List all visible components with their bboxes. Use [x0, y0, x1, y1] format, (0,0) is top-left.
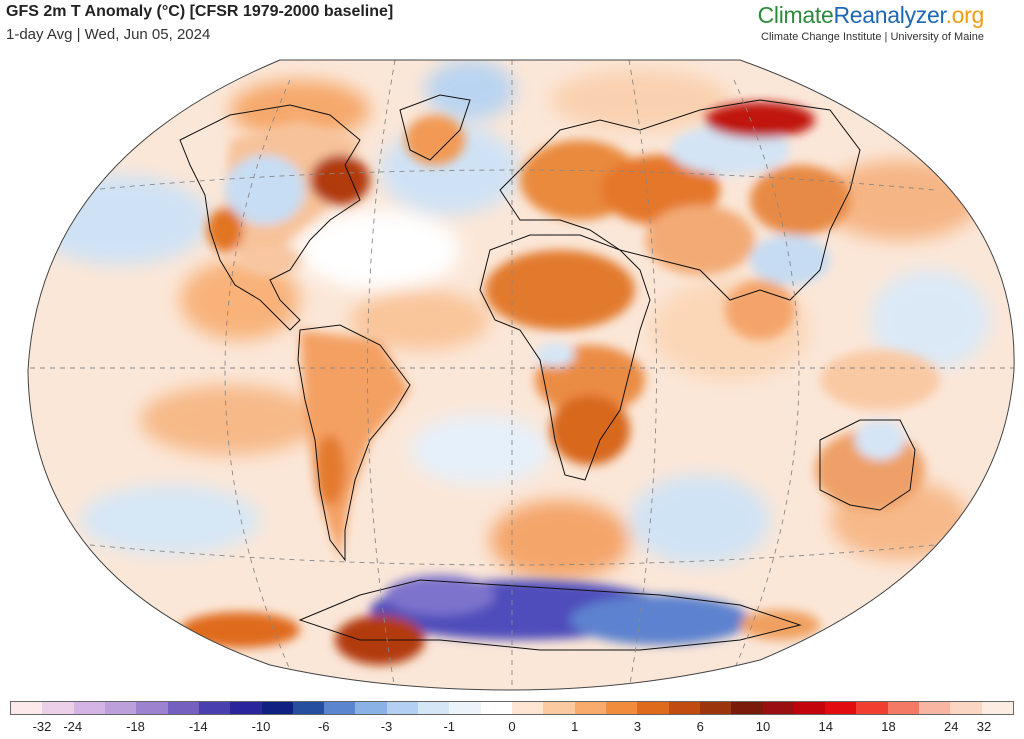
- colorbar-swatch: [480, 702, 512, 714]
- colorbar-swatch: [449, 702, 481, 714]
- colorbar-swatch: [543, 702, 575, 714]
- colorbar-swatch: [512, 702, 544, 714]
- coastlines: [179, 94, 916, 651]
- colorbar-swatch: [230, 702, 262, 714]
- colorbar: [10, 701, 1014, 715]
- brand-subtitle: Climate Change Institute | University of…: [761, 31, 984, 43]
- colorbar-tick-label: -6: [317, 719, 330, 734]
- colorbar-swatch: [605, 702, 638, 714]
- colorbar-swatch: [919, 702, 951, 714]
- colorbar-swatch: [386, 702, 419, 714]
- colorbar-tick-label: 14: [818, 719, 833, 734]
- colorbar-tick-label: -3: [380, 719, 393, 734]
- colorbar-swatch: [981, 702, 1013, 714]
- globe-outline: [27, 59, 1015, 691]
- colorbar-tick-label: 6: [696, 719, 704, 734]
- colorbar-swatch: [261, 702, 293, 714]
- colorbar-tick-label: -32: [32, 719, 52, 734]
- colorbar-tick-label: -10: [251, 719, 271, 734]
- colorbar-swatch: [418, 702, 450, 714]
- colorbar-tick-label: -18: [126, 719, 145, 734]
- colorbar-tick-label: 1: [571, 719, 579, 734]
- colorbar-ticks: -32 -24 -18 -14 -10 -6 -3 -1 0 1 3 6 10 14 18 24 32: [10, 719, 1014, 735]
- colorbar-tick-label: 18: [881, 719, 896, 734]
- colorbar-tick-label: 3: [633, 719, 642, 734]
- brand-part-reanalyzer: Reanalyzer: [833, 2, 946, 28]
- colorbar-swatch: [856, 702, 888, 714]
- colorbar-swatch: [292, 702, 325, 714]
- colorbar-swatch: [825, 702, 857, 714]
- colorbar-tick-label: -24: [63, 719, 83, 734]
- colorbar-swatch: [136, 702, 168, 714]
- colorbar-swatch: [699, 702, 732, 714]
- colorbar-swatch: [950, 702, 982, 714]
- colorbar-swatch: [887, 702, 920, 714]
- colorbar-swatch: [167, 702, 199, 714]
- colorbar-swatch: [668, 702, 700, 714]
- brand-part-climate: Climate: [757, 2, 834, 28]
- colorbar-swatch: [574, 702, 606, 714]
- colorbar-swatch: [762, 702, 794, 714]
- colorbar-swatch: [11, 702, 43, 714]
- colorbar-swatch: [637, 702, 669, 714]
- map-title: GFS 2m T Anomaly (°C) [CFSR 1979-2000 ba…: [6, 3, 394, 20]
- colorbar-tick-label: 24: [944, 719, 959, 734]
- colorbar-swatch: [73, 702, 105, 714]
- land-anomaly-field: [180, 102, 940, 665]
- colorbar-tick-label: -14: [188, 719, 208, 734]
- colorbar-swatch: [42, 702, 74, 714]
- colorbar-tick-label: 0: [508, 719, 516, 734]
- brand-part-org: .org: [945, 2, 985, 28]
- colorbar-swatch: [355, 702, 387, 714]
- colorbar-swatch: [731, 702, 763, 714]
- colorbar-tick-label: 32: [976, 719, 992, 734]
- colorbar-tick-label: 10: [755, 719, 771, 734]
- colorbar-swatch: [104, 702, 137, 714]
- brand-logo[interactable]: ClimateReanalyzer.org: [757, 2, 985, 29]
- colorbar-swatch: [793, 702, 826, 714]
- graticule: [30, 60, 1014, 690]
- colorbar-swatch: [324, 702, 356, 714]
- colorbar-tick-label: -1: [443, 719, 456, 734]
- map-subtitle: 1-day Avg | Wed, Jun 05, 2024: [6, 26, 211, 43]
- colorbar-swatch: [198, 702, 231, 714]
